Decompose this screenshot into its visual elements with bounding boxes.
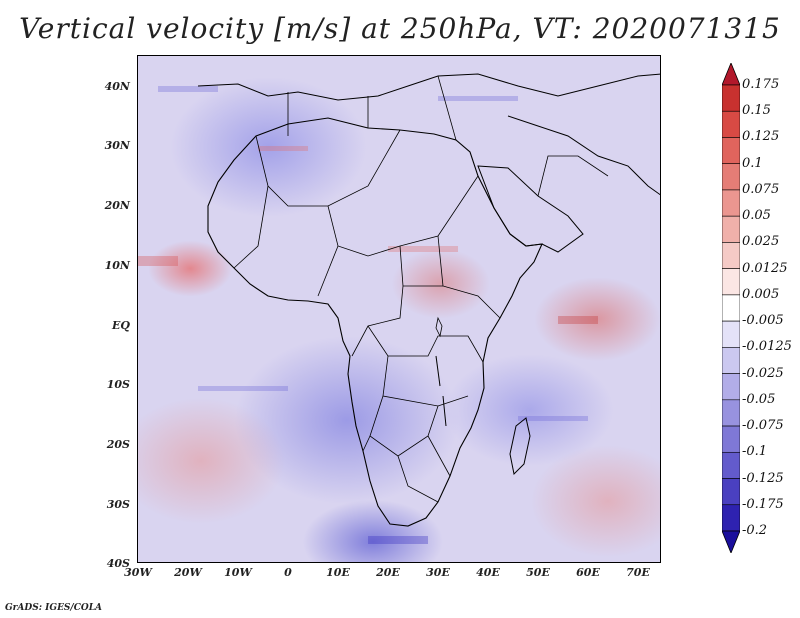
colorbar-segment [722,189,740,217]
colorbar-label: 0.0125 [742,260,788,276]
y-tick-label: 30S [106,498,130,511]
colorbar-segment [722,347,740,374]
colorbar-segment [722,478,740,506]
map-plot-area [137,55,661,563]
colorbar-segment [722,163,740,191]
colorbar-label: -0.0125 [742,339,792,355]
colorbar-label: -0.075 [742,418,784,434]
colorbar-label: -0.2 [742,523,768,538]
y-tick-label: EQ [112,319,130,332]
colorbar-label: -0.005 [742,313,784,329]
colorbar-segment [722,504,740,532]
colorbar-top-arrow [722,63,740,86]
colorbar-label: -0.025 [742,365,784,381]
y-tick-label: 20S [106,438,130,451]
colorbar-label: 0.15 [742,103,771,119]
colorbar-segment [722,320,740,348]
y-tick-label: 10S [106,378,130,391]
colorbar-segment [722,294,740,322]
colorbar-segment [722,110,740,138]
y-tick-label: 20N [104,199,130,212]
y-tick-label: 40S [106,557,130,570]
y-tick-label: 30N [104,139,130,152]
x-tick-label: 40E [476,566,500,579]
colorbar-label: 0.125 [742,129,780,145]
x-tick-label: 30W [124,566,152,579]
x-tick-label: 30E [426,566,450,579]
colorbar-segment [722,84,740,112]
colorbar-label: 0.175 [742,77,780,92]
colorbar-label: -0.125 [742,470,784,486]
country-borders [233,75,609,503]
colorbar-label: 0.025 [742,234,780,250]
speckle-texture [138,86,598,544]
colorbar-segment [722,215,740,243]
colorbar-label: 0.075 [742,181,780,197]
x-tick-label: 20E [376,566,400,579]
colorbar-label: -0.05 [742,391,776,407]
map-title: Vertical velocity [m/s] at 250hPa, VT: 2… [19,12,781,45]
africa-outline [138,73,660,544]
x-tick-label: 10E [326,566,350,579]
colorbar-segment [722,137,740,165]
colorbar-label: -0.175 [742,496,784,512]
x-tick-label: 0 [284,566,292,579]
colorbar-label: 0.1 [742,155,763,171]
colorbar-label: 0.005 [742,286,780,302]
x-tick-label: 70E [626,566,650,579]
colorbar [722,63,740,553]
y-tick-label: 40N [104,80,130,93]
y-tick-label: 10N [104,259,130,272]
x-tick-label: 10W [224,566,252,579]
colorbar-segment [722,399,740,427]
x-tick-label: 60E [576,566,600,579]
colorbar-label: 0.05 [742,208,771,224]
colorbar-segment [722,268,740,296]
grads-credit: GrADS: IGES/COLA [5,603,103,613]
colorbar-segment [722,425,740,453]
colorbar-label: -0.1 [742,444,768,460]
colorbar-segment [722,451,740,479]
colorbar-segment [722,373,740,401]
colorbar-bottom-arrow [722,530,740,553]
colorbar-segment [722,242,740,269]
x-tick-label: 50E [526,566,550,579]
x-tick-label: 20W [174,566,202,579]
